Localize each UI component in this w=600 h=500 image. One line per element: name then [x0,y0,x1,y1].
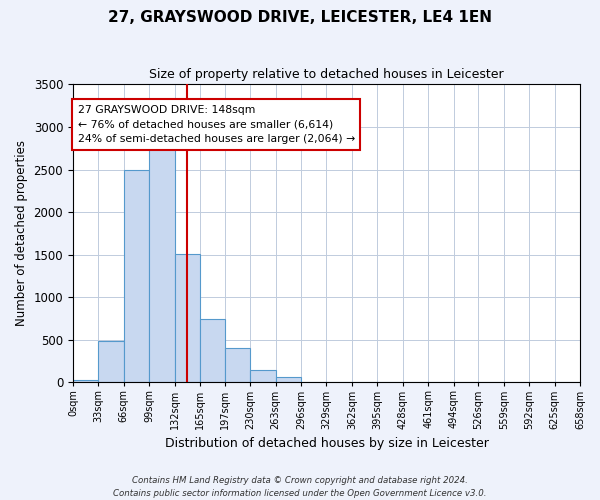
X-axis label: Distribution of detached houses by size in Leicester: Distribution of detached houses by size … [164,437,488,450]
Bar [225,348,250,382]
Bar [275,377,301,382]
Bar [124,170,149,382]
Title: Size of property relative to detached houses in Leicester: Size of property relative to detached ho… [149,68,504,80]
Text: Contains HM Land Registry data © Crown copyright and database right 2024.
Contai: Contains HM Land Registry data © Crown c… [113,476,487,498]
Bar [175,254,200,382]
Bar [200,318,225,382]
Bar [98,342,124,382]
Bar [149,142,175,382]
Text: 27 GRAYSWOOD DRIVE: 148sqm
← 76% of detached houses are smaller (6,614)
24% of s: 27 GRAYSWOOD DRIVE: 148sqm ← 76% of deta… [77,105,355,144]
Y-axis label: Number of detached properties: Number of detached properties [15,140,28,326]
Bar [250,370,275,382]
Text: 27, GRAYSWOOD DRIVE, LEICESTER, LE4 1EN: 27, GRAYSWOOD DRIVE, LEICESTER, LE4 1EN [108,10,492,25]
Bar [73,380,98,382]
